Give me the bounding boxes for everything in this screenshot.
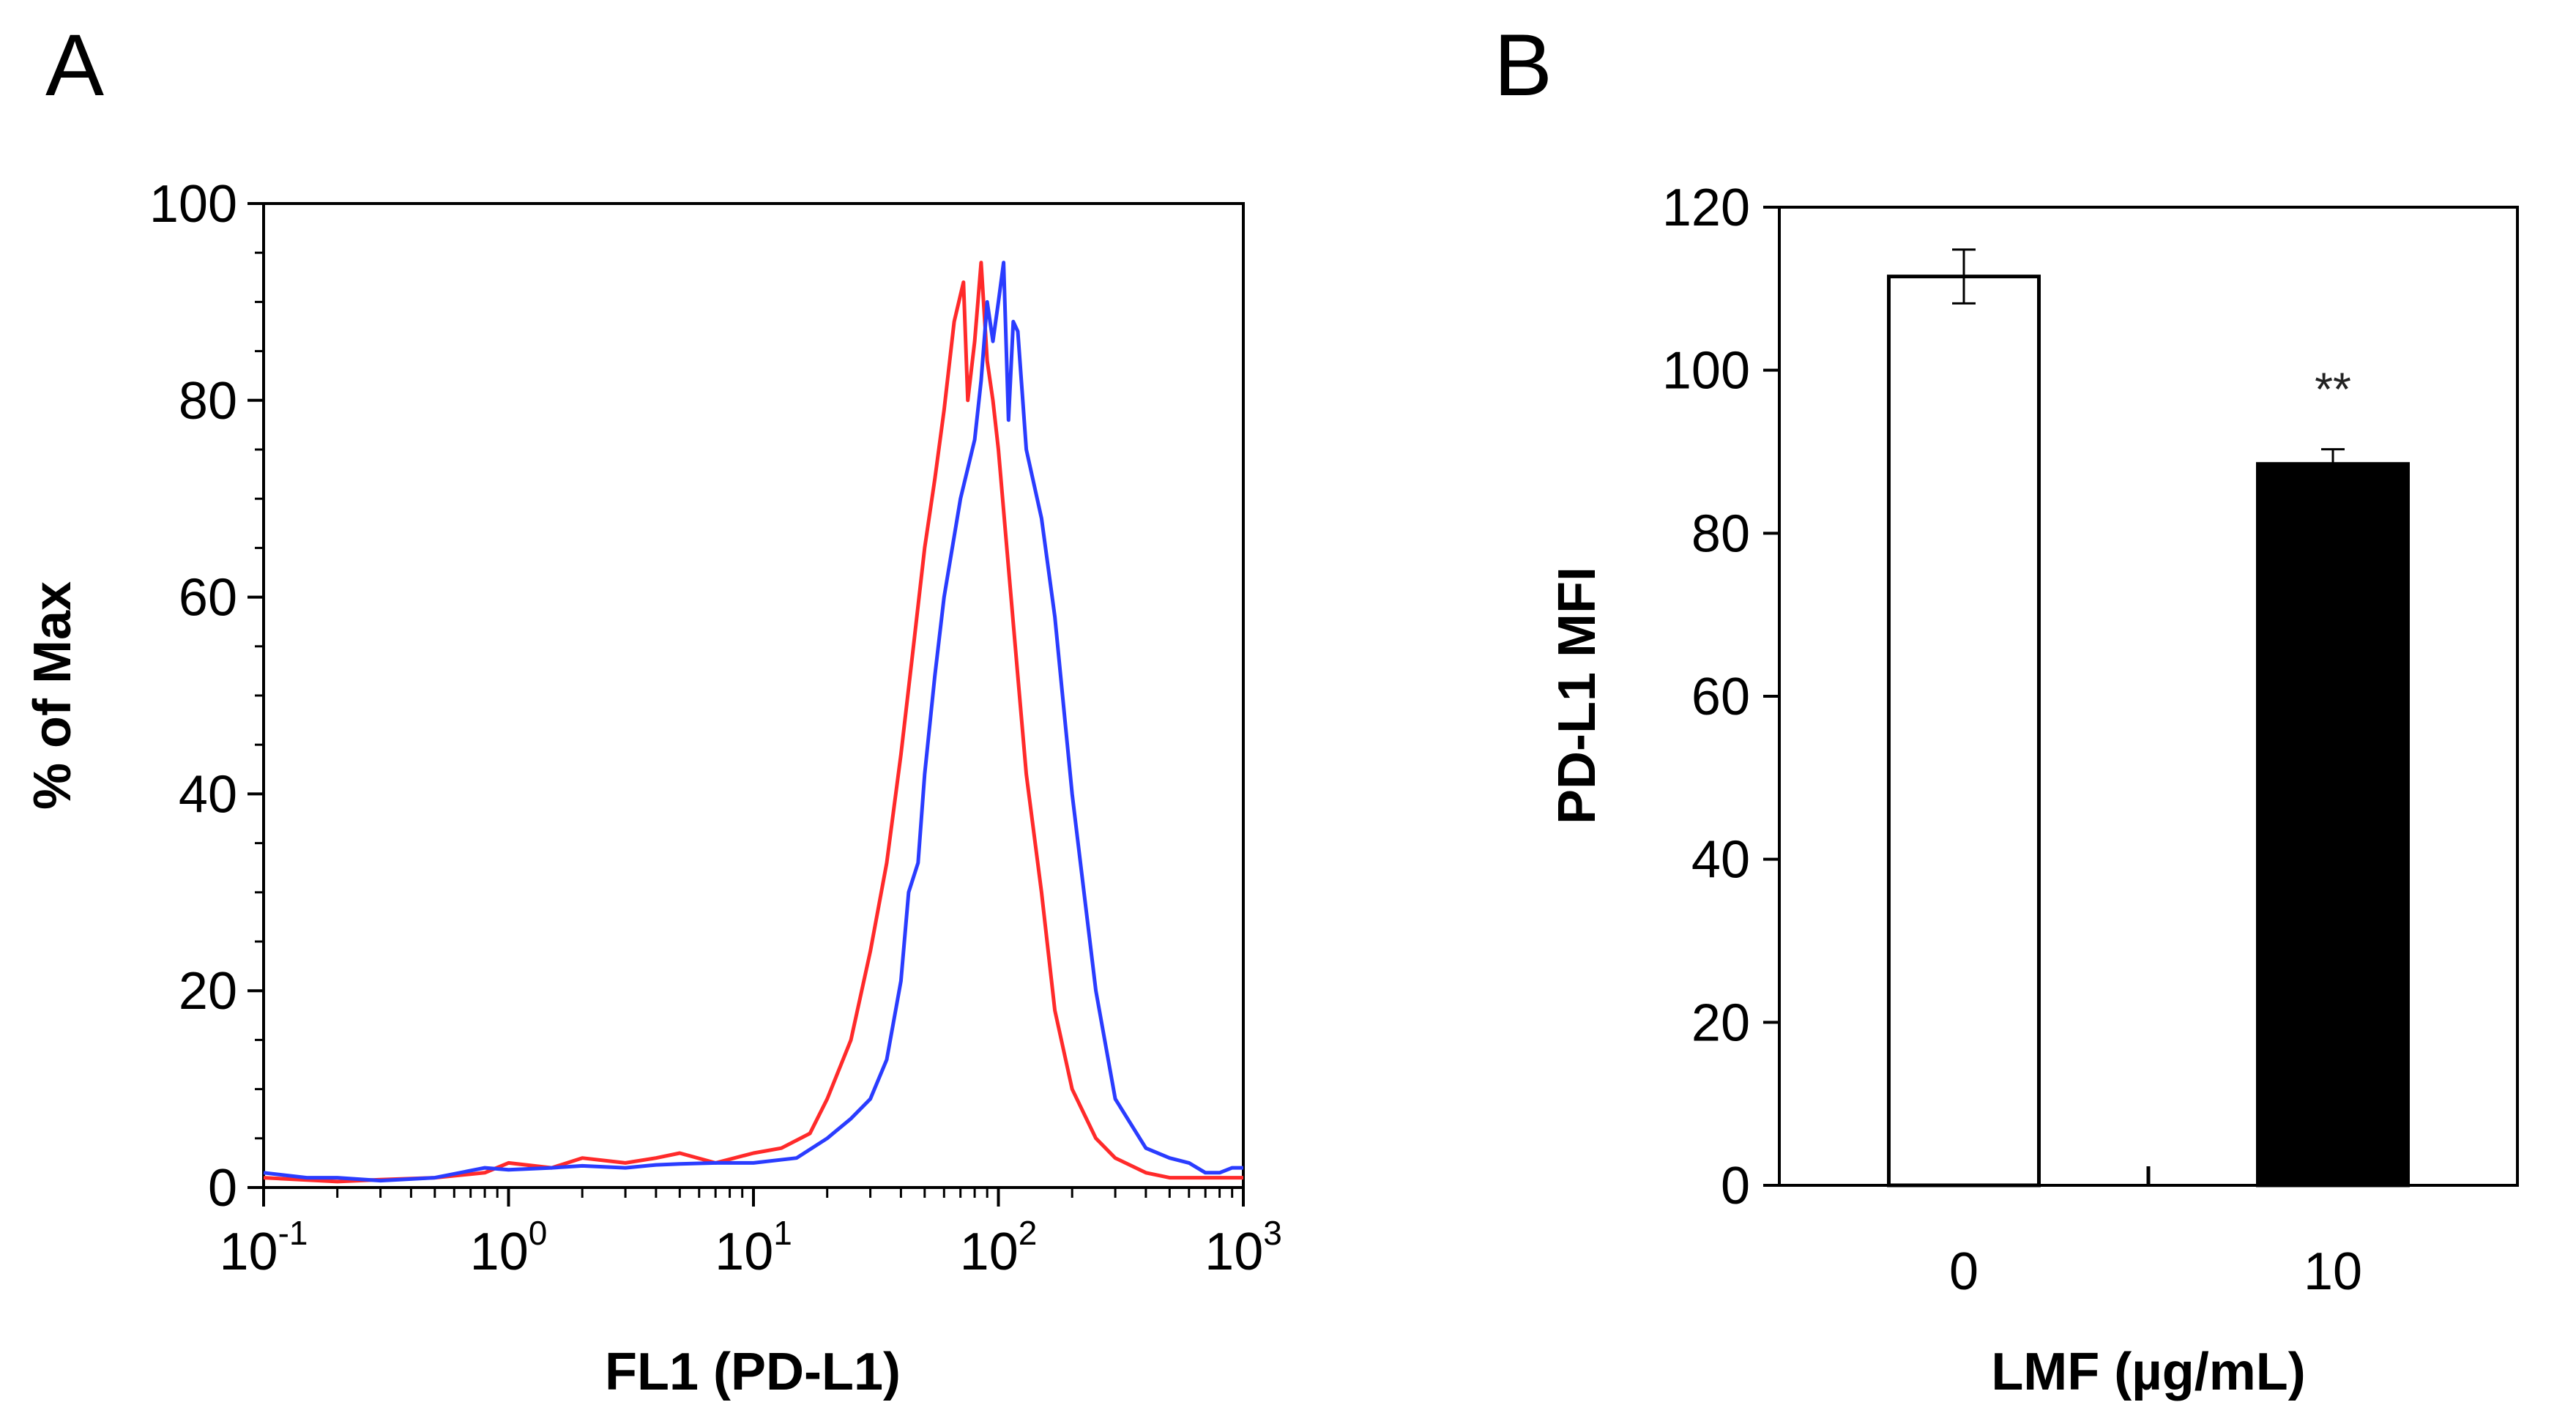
panel-label-a: A xyxy=(45,16,104,114)
bar-10 xyxy=(2256,462,2410,1188)
x-tick-label-a: 102 xyxy=(960,1214,1038,1281)
y-tick-label-b: 0 xyxy=(1721,1157,1750,1215)
y-tick-label-a: 0 xyxy=(208,1159,237,1218)
significance-label: ** xyxy=(2315,363,2351,416)
y-tick-label-b: 40 xyxy=(1691,831,1750,890)
x-tick-label-b: 0 xyxy=(1949,1242,1978,1301)
bars-group: ** xyxy=(1887,248,2410,1188)
y-tick-label-b: 60 xyxy=(1691,668,1750,726)
panel-label-b: B xyxy=(1494,16,1552,114)
y-tick-label-a: 60 xyxy=(179,569,237,627)
x-tick-label-a: 10-1 xyxy=(220,1214,308,1281)
axes-a: 0 20 40 60 80 100 10-1 100 101 102 103 xyxy=(149,175,1282,1281)
bar-0 xyxy=(1887,275,2041,1188)
x-axis-title-a: FL1 (PD-L1) xyxy=(605,1343,901,1401)
x-tick-label-a: 101 xyxy=(715,1214,792,1281)
y-tick-label-a: 80 xyxy=(179,372,237,430)
y-axis-title-b: PD-L1 MFI xyxy=(1548,567,1607,824)
plot-frame-a xyxy=(262,202,1245,1189)
y-axis-title-a: % of Max xyxy=(23,581,82,810)
histogram-line-blue xyxy=(263,261,1243,1183)
y-tick-label-b: 120 xyxy=(1662,179,1750,237)
histogram-line-red xyxy=(263,261,1243,1184)
x-axis-title-b: LMF (µg/mL) xyxy=(1991,1343,2305,1401)
y-tick-label-a: 20 xyxy=(179,962,237,1021)
x-tick-label-b: 10 xyxy=(2304,1242,2362,1301)
x-tick-label-a: 100 xyxy=(470,1214,548,1281)
y-tick-label-b: 100 xyxy=(1662,342,1750,400)
histogram-series-group xyxy=(263,261,1243,1184)
x-tick-label-a: 103 xyxy=(1205,1214,1282,1281)
y-tick-label-a: 40 xyxy=(179,765,237,824)
y-tick-label-b: 20 xyxy=(1691,994,1750,1052)
y-tick-label-b: 80 xyxy=(1691,504,1750,563)
y-tick-label-a: 100 xyxy=(149,175,237,234)
histogram-chart: 0 20 40 60 80 100 10-1 100 101 102 103 FL1 (PD-L1)… xyxy=(23,175,1282,1401)
